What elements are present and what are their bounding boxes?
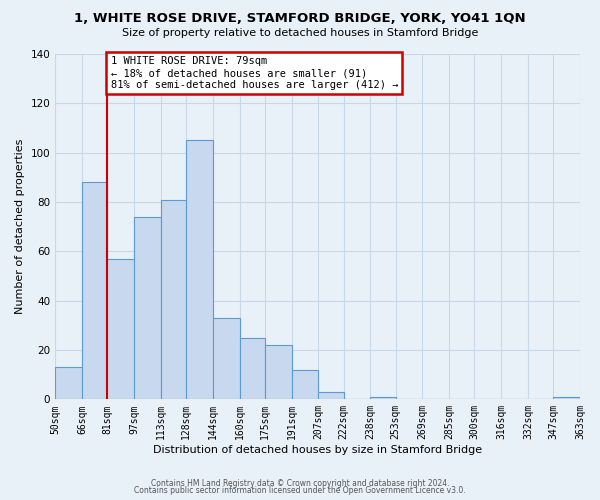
Y-axis label: Number of detached properties: Number of detached properties: [15, 139, 25, 314]
Bar: [55, 368, 82, 400]
Text: Size of property relative to detached houses in Stamford Bridge: Size of property relative to detached ho…: [122, 28, 478, 38]
Bar: [186, 140, 213, 400]
Text: 1 WHITE ROSE DRIVE: 79sqm
← 18% of detached houses are smaller (91)
81% of semi-: 1 WHITE ROSE DRIVE: 79sqm ← 18% of detac…: [110, 56, 398, 90]
Bar: [107, 258, 134, 400]
Text: Contains public sector information licensed under the Open Government Licence v3: Contains public sector information licen…: [134, 486, 466, 495]
Bar: [161, 200, 186, 400]
Bar: [370, 397, 395, 400]
Bar: [82, 182, 107, 400]
Bar: [292, 370, 319, 400]
Bar: [213, 318, 239, 400]
Bar: [319, 392, 344, 400]
Bar: [239, 338, 265, 400]
Bar: [265, 345, 292, 400]
Bar: [553, 397, 580, 400]
Text: Contains HM Land Registry data © Crown copyright and database right 2024.: Contains HM Land Registry data © Crown c…: [151, 478, 449, 488]
X-axis label: Distribution of detached houses by size in Stamford Bridge: Distribution of detached houses by size …: [153, 445, 482, 455]
Text: 1, WHITE ROSE DRIVE, STAMFORD BRIDGE, YORK, YO41 1QN: 1, WHITE ROSE DRIVE, STAMFORD BRIDGE, YO…: [74, 12, 526, 26]
Bar: [134, 217, 161, 400]
